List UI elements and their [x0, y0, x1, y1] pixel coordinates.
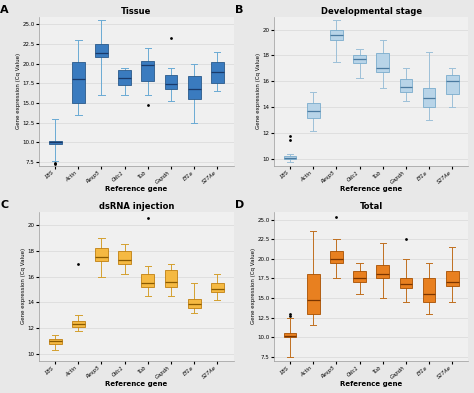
- Text: D: D: [235, 200, 244, 210]
- PathPatch shape: [400, 278, 412, 288]
- X-axis label: Reference gene: Reference gene: [105, 382, 167, 387]
- PathPatch shape: [164, 75, 177, 89]
- PathPatch shape: [49, 340, 62, 344]
- X-axis label: Reference gene: Reference gene: [340, 382, 402, 387]
- PathPatch shape: [353, 55, 366, 63]
- Title: Total: Total: [360, 202, 383, 211]
- PathPatch shape: [49, 141, 62, 144]
- PathPatch shape: [188, 299, 201, 308]
- PathPatch shape: [164, 270, 177, 287]
- PathPatch shape: [284, 333, 296, 337]
- Text: C: C: [0, 200, 8, 210]
- Text: A: A: [0, 5, 9, 15]
- PathPatch shape: [211, 62, 224, 83]
- Y-axis label: Gene expression (Cq Value): Gene expression (Cq Value): [256, 53, 261, 129]
- PathPatch shape: [446, 270, 459, 286]
- PathPatch shape: [118, 251, 131, 264]
- Title: Tissue: Tissue: [121, 7, 151, 16]
- PathPatch shape: [118, 70, 131, 85]
- PathPatch shape: [188, 76, 201, 99]
- PathPatch shape: [307, 274, 319, 314]
- PathPatch shape: [330, 251, 343, 263]
- PathPatch shape: [423, 278, 436, 302]
- PathPatch shape: [72, 321, 85, 327]
- X-axis label: Reference gene: Reference gene: [105, 186, 167, 192]
- PathPatch shape: [423, 88, 436, 107]
- Y-axis label: Gene expression (Cq Value): Gene expression (Cq Value): [21, 248, 27, 324]
- Y-axis label: Gene expression (Cq Value): Gene expression (Cq Value): [16, 53, 21, 129]
- Text: B: B: [235, 5, 243, 15]
- Title: Developmental stage: Developmental stage: [320, 7, 422, 16]
- PathPatch shape: [141, 61, 154, 81]
- PathPatch shape: [211, 283, 224, 292]
- PathPatch shape: [95, 44, 108, 57]
- PathPatch shape: [72, 62, 85, 103]
- PathPatch shape: [353, 270, 366, 282]
- Y-axis label: Gene expression (Cq Value): Gene expression (Cq Value): [251, 248, 256, 324]
- PathPatch shape: [141, 274, 154, 287]
- PathPatch shape: [400, 79, 412, 92]
- Title: dsRNA injection: dsRNA injection: [99, 202, 174, 211]
- PathPatch shape: [376, 53, 389, 72]
- PathPatch shape: [95, 248, 108, 261]
- PathPatch shape: [376, 265, 389, 278]
- PathPatch shape: [330, 29, 343, 40]
- PathPatch shape: [446, 75, 459, 94]
- PathPatch shape: [284, 156, 296, 159]
- PathPatch shape: [307, 103, 319, 118]
- X-axis label: Reference gene: Reference gene: [340, 186, 402, 192]
